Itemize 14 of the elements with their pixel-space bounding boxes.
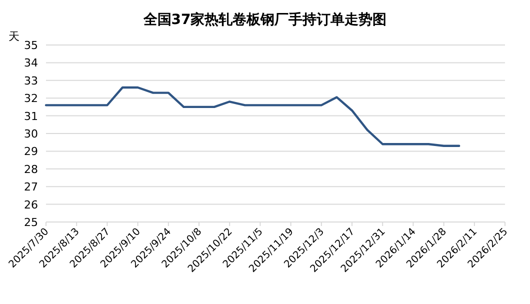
y-tick-label: 27 (24, 180, 38, 194)
y-tick-label: 33 (24, 74, 38, 88)
y-tick-label: 25 (24, 216, 38, 229)
y-tick-label: 34 (24, 56, 38, 70)
chart-title: 全国37家热轧卷板钢厂手持订单走势图 (142, 11, 387, 28)
y-tick-label: 31 (24, 110, 38, 123)
y-tick-label: 29 (24, 145, 38, 158)
y-tick-label: 28 (24, 162, 38, 176)
line-series (44, 86, 460, 147)
y-tick-label: 32 (24, 92, 38, 106)
y-tick-label: 35 (24, 39, 38, 52)
y-tick-label: 30 (24, 128, 38, 140)
y-axis-title: 天 (8, 30, 20, 43)
y-tick-label: 26 (24, 198, 38, 212)
